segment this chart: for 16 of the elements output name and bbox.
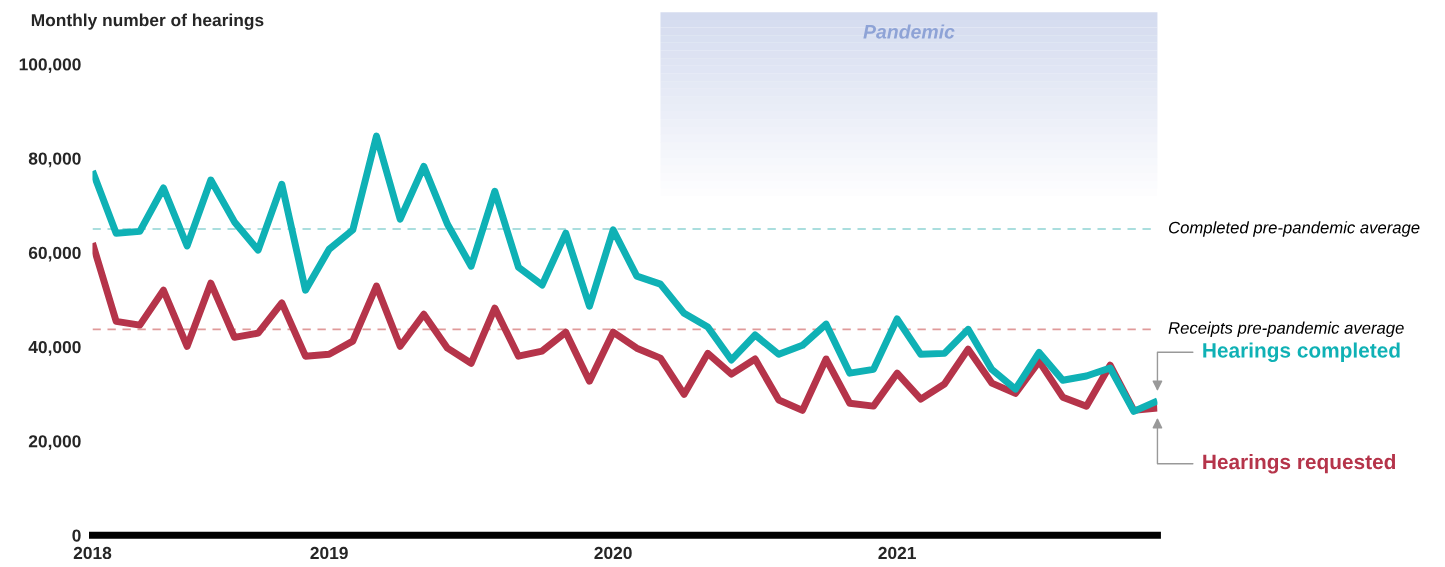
x-tick-label: 2020 (594, 546, 632, 560)
text: Pandemic (863, 24, 955, 39)
ref-line-label: Receipts pre-pandemic average (1168, 321, 1404, 338)
text: Hearings completed (1203, 342, 1400, 362)
y-tick-label: 80,000 (28, 152, 81, 168)
x-tick-label: 2019 (310, 546, 348, 560)
ref-line-label: Completed pre-pandemic average (1169, 221, 1420, 237)
y-tick-label: 40,000 (28, 340, 81, 356)
y-tick-label: 0 (72, 529, 81, 542)
y-tick-label: 20,000 (28, 435, 81, 450)
y-tick-label: 100,000 (19, 58, 81, 74)
text: Hearings requested (1203, 453, 1396, 474)
y-tick-label: 60,000 (28, 246, 81, 262)
x-tick-label: 2021 (878, 546, 916, 560)
x-tick-label: 2018 (73, 546, 112, 560)
y-axis-title: Monthly number of hearings (31, 13, 264, 30)
